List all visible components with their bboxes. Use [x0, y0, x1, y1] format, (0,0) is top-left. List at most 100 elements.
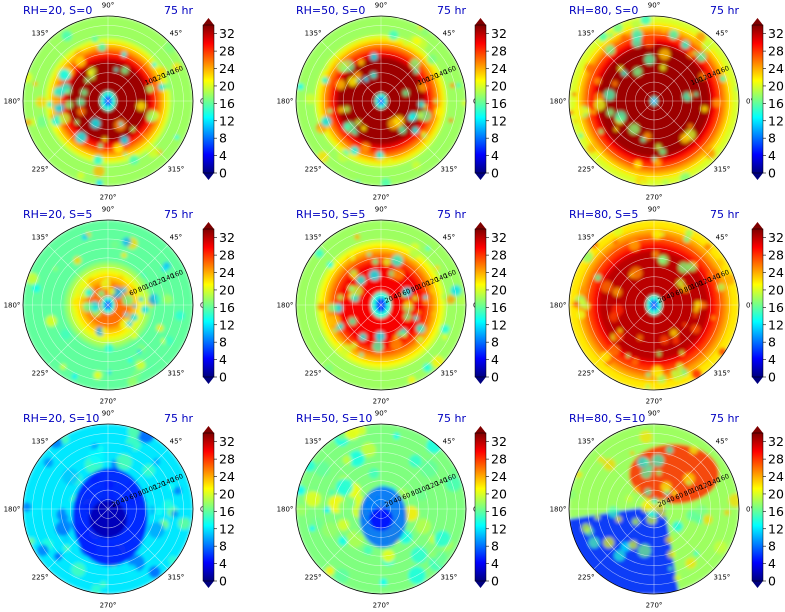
angular-gridline [380, 304, 442, 366]
colorbar-tick-label: 28 [768, 44, 784, 59]
radial-tick-label: 20 [657, 498, 668, 509]
angle-tick-label: 135° [32, 234, 49, 242]
colorbar-tick-label: 32 [219, 26, 235, 41]
colorbar-frame [474, 24, 487, 174]
angle-tick-label: 45° [716, 30, 728, 38]
colorbar-tick-label: 4 [768, 352, 776, 367]
radial-tick-label: 60 [128, 491, 139, 502]
angle-tick-label: 0° [746, 506, 754, 514]
colorbar-tick-label: 12 [768, 317, 784, 332]
colorbar-body [475, 25, 486, 173]
angle-tick-label: 270° [100, 398, 117, 406]
angle-tick-label: 270° [646, 602, 663, 610]
angular-gridline [653, 304, 715, 366]
polar-grid [569, 424, 739, 594]
radial-tick-label: 80 [683, 283, 694, 294]
angular-gridline [107, 448, 169, 510]
panel-title: RH=20, S=5 [23, 208, 92, 221]
colorbar-frame [202, 228, 215, 378]
angle-tick-label: 90° [648, 206, 660, 214]
colorbar-max-extend [752, 222, 763, 229]
colorbar-tick-label: 4 [219, 556, 227, 571]
angular-gridline [320, 304, 382, 366]
colorbar-max-extend [203, 426, 214, 433]
colorbar: 0 4 8 12 16 20 24 28 32 [202, 18, 235, 181]
angle-tick-label: 315° [167, 369, 184, 377]
colorbar-tick-label: 20 [491, 78, 507, 93]
panel-title: RH=50, S=10 [296, 412, 372, 425]
colorbar-frame [202, 24, 215, 174]
colorbar-min-extend [203, 173, 214, 180]
angle-tick-label: 45° [170, 438, 182, 446]
angle-tick-label: 315° [440, 165, 457, 173]
colorbar: 0 4 8 12 16 20 24 28 32 [202, 222, 235, 385]
angle-tick-label: 180° [277, 98, 294, 106]
colorbar-tick-label: 8 [768, 131, 776, 146]
angle-tick-label: 315° [440, 369, 457, 377]
angular-gridline [107, 244, 169, 306]
colorbar-tick-label: 12 [768, 113, 784, 128]
panel-title: RH=50, S=0 [296, 4, 365, 17]
angular-gridline [593, 100, 655, 162]
angle-tick-label: 270° [100, 602, 117, 610]
radial-tick-label: 20 [657, 294, 668, 305]
angle-tick-label: 90° [102, 2, 114, 10]
colorbar-tick-label: 0 [491, 166, 499, 181]
colorbar-tick-label: 24 [491, 61, 507, 76]
polar-grid [23, 424, 193, 594]
colorbar-tick-label: 12 [768, 521, 784, 536]
angle-tick-label: 0° [746, 98, 754, 106]
colorbar-tick-label: 28 [491, 248, 507, 263]
angle-tick-label: 225° [305, 165, 322, 173]
colorbar-tick-label: 20 [219, 486, 235, 501]
angle-tick-label: 180° [4, 98, 21, 106]
angle-tick-label: 315° [713, 165, 730, 173]
colorbar-min-extend [475, 173, 486, 180]
angular-gridline [593, 448, 655, 510]
colorbar-min-extend [752, 173, 763, 180]
colorbar-tick-label: 12 [219, 521, 235, 536]
polar-frame [22, 219, 194, 391]
colorbar-tick-label: 32 [768, 26, 784, 41]
colorbar-tick-label: 20 [768, 78, 784, 93]
radial-tick-label: 80 [410, 283, 421, 294]
radial-tick-label: 60 [674, 491, 685, 502]
angle-tick-label: 225° [32, 573, 49, 581]
colorbar-tick-label: 20 [219, 282, 235, 297]
colorbar-tick-label: 20 [768, 282, 784, 297]
colorbar-tick-label: 24 [768, 265, 784, 280]
panel-title: RH=20, S=10 [23, 412, 99, 425]
angular-gridline [320, 244, 382, 306]
polar-grid [23, 220, 193, 390]
colorbar-tick-label: 20 [219, 78, 235, 93]
colorbar-tick-label: 20 [768, 486, 784, 501]
angle-tick-label: 135° [32, 30, 49, 38]
colorbar-max-extend [475, 222, 486, 229]
colorbar-tick-label: 4 [219, 352, 227, 367]
angle-tick-label: 180° [550, 98, 567, 106]
angle-tick-label: 225° [305, 369, 322, 377]
colorbar-min-extend [203, 581, 214, 588]
radial-tick-label: 20 [384, 294, 395, 305]
panel-time-label: 75 hr [437, 412, 466, 425]
colorbar-tick-label: 32 [491, 434, 507, 449]
colorbar-tick-label: 16 [219, 300, 235, 315]
colorbar-tick-label: 24 [491, 469, 507, 484]
angular-gridline [653, 40, 715, 102]
colorbar-tick-label: 28 [491, 452, 507, 467]
polar-panel: 1001201401600°45°90°135°180°225°270°315°… [550, 2, 784, 202]
panel-title: RH=20, S=0 [23, 4, 92, 17]
radial-tick-label: 60 [674, 287, 685, 298]
colorbar-frame [751, 24, 764, 174]
angle-tick-label: 270° [373, 602, 390, 610]
panel-time-label: 75 hr [710, 4, 739, 17]
colorbar: 0 4 8 12 16 20 24 28 32 [474, 426, 507, 589]
polar-frame [295, 423, 467, 595]
colorbar-frame [751, 432, 764, 582]
angular-gridline [380, 100, 442, 162]
angle-tick-label: 270° [646, 194, 663, 202]
colorbar-min-extend [752, 581, 763, 588]
colorbar-frame [474, 228, 487, 378]
angular-gridline [320, 40, 382, 102]
angle-tick-label: 315° [713, 573, 730, 581]
